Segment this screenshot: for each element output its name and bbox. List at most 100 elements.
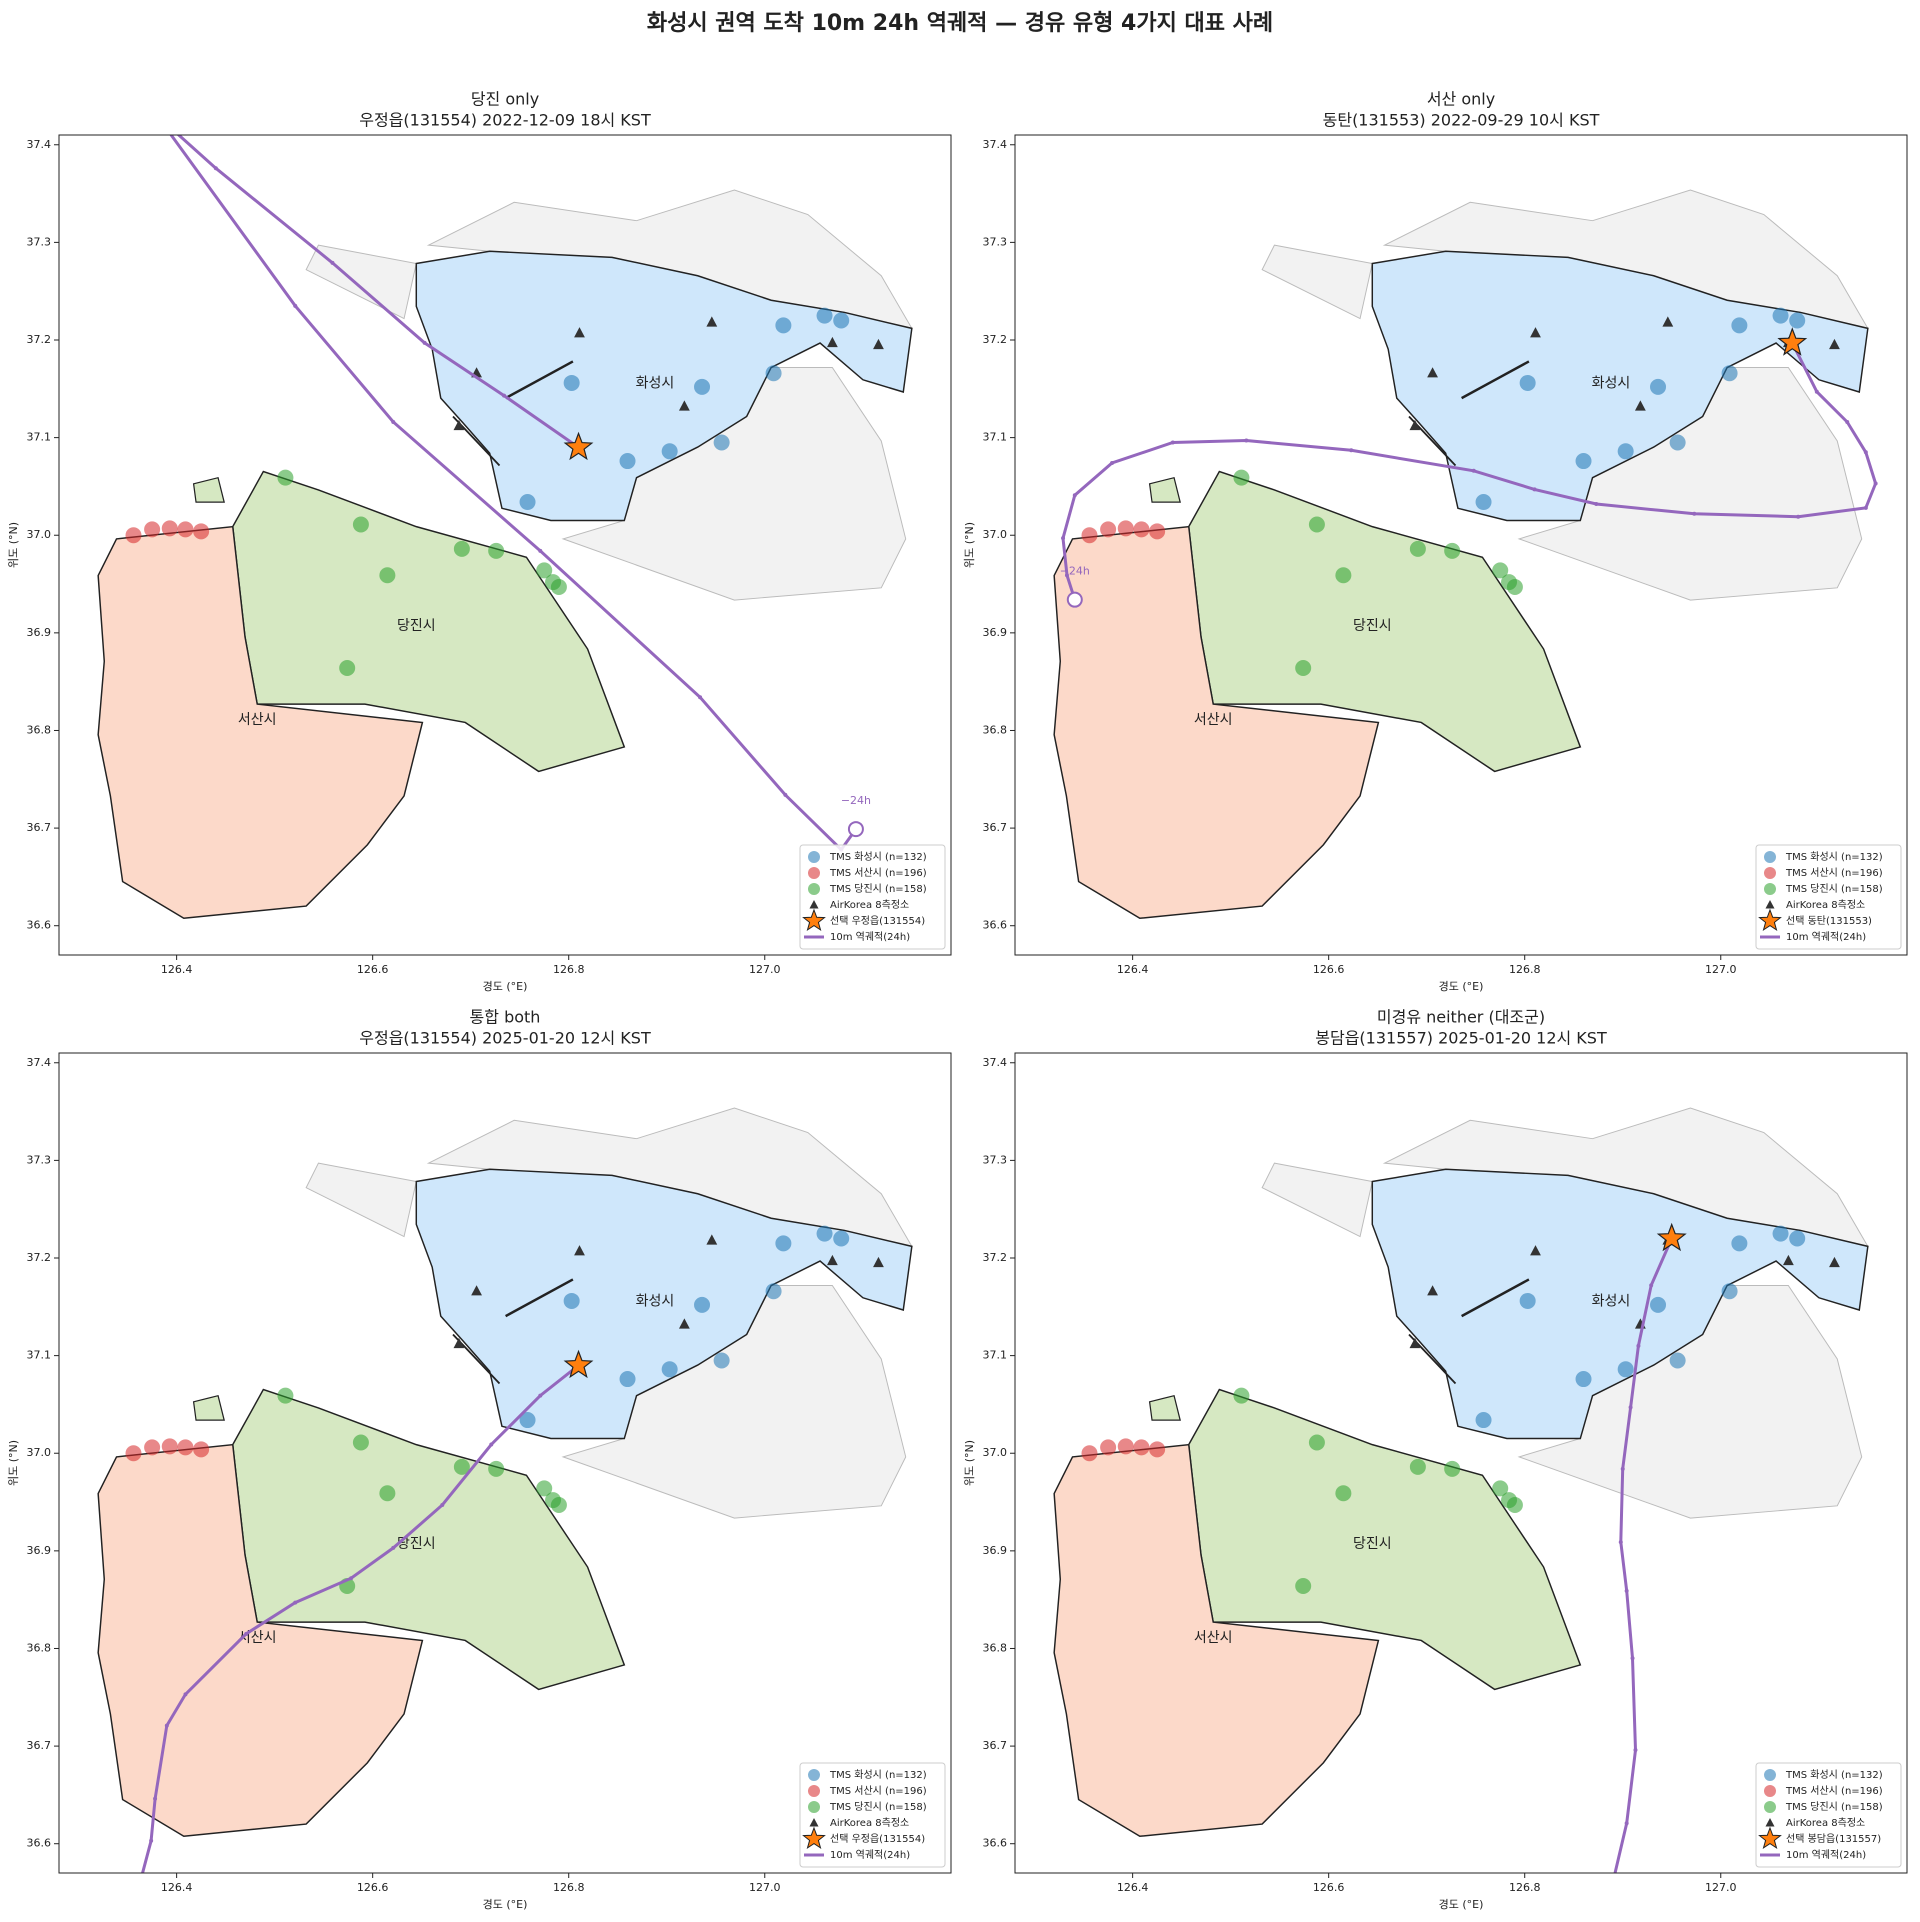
trajectory-point <box>1633 1748 1638 1752</box>
station <box>1519 1292 1536 1309</box>
legend-label: AirKorea 8측정소 <box>830 1817 909 1829</box>
station <box>1117 1438 1134 1455</box>
y-tick-label: 37.2 <box>983 1251 1008 1264</box>
y-tick-label: 37.4 <box>983 138 1008 151</box>
legend-label: AirKorea 8측정소 <box>830 899 909 911</box>
legend-marker <box>808 851 820 863</box>
station <box>1721 365 1738 382</box>
y-tick-label: 36.6 <box>983 1837 1008 1850</box>
station <box>1731 1235 1748 1252</box>
station <box>1295 660 1312 676</box>
airkorea-station <box>1634 400 1646 411</box>
station <box>775 1235 792 1252</box>
station <box>1308 1434 1325 1451</box>
y-tick-label: 37.1 <box>27 1349 52 1362</box>
panel-title: 미경유 neither (대조군) <box>1377 1008 1545 1027</box>
legend-label: 10m 역궤적(24h) <box>1786 1849 1866 1861</box>
axes-frame <box>1014 1052 1908 1874</box>
x-tick-label: 126.6 <box>1313 963 1345 976</box>
station <box>177 521 194 538</box>
legend-label: AirKorea 8측정소 <box>1786 899 1865 911</box>
trajectory-point <box>1061 536 1066 541</box>
station <box>1506 1496 1523 1513</box>
x-tick-label: 126.8 <box>553 963 585 976</box>
legend-label: 선택 우정읍(131554) <box>830 1833 925 1845</box>
station <box>1475 1412 1492 1429</box>
y-tick-label: 36.9 <box>27 626 52 639</box>
panel-title: 서산 only <box>1427 90 1495 109</box>
y-tick-label: 37.2 <box>983 333 1008 346</box>
trajectory-point <box>1594 502 1599 506</box>
legend-label: TMS 서산시 (n=196) <box>829 867 927 879</box>
airkorea-station <box>471 1285 482 1296</box>
station <box>1081 1445 1098 1462</box>
legend-label: TMS 화성시 (n=132) <box>829 1769 927 1781</box>
x-tick-label: 127.0 <box>1705 1881 1737 1894</box>
y-axis-label: 위도 (°N) <box>963 522 976 568</box>
trajectory-point <box>149 1838 154 1843</box>
y-tick-label: 37.3 <box>983 235 1008 248</box>
legend-label: TMS 서산시 (n=196) <box>1785 867 1883 879</box>
trajectory-point <box>330 260 335 265</box>
x-tick-label: 126.4 <box>1117 963 1149 976</box>
y-tick-label: 36.8 <box>983 1641 1008 1654</box>
legend-label: 선택 동탄(131553) <box>1786 915 1872 927</box>
legend-marker <box>802 908 826 932</box>
station <box>519 494 536 511</box>
station <box>1409 540 1426 557</box>
legend: TMS 화성시 (n=132) TMS 서산시 (n=196) TMS 당진시 (n… <box>799 1762 946 1868</box>
base-map <box>1052 188 1870 920</box>
trajectory-point <box>422 340 427 345</box>
legend-box <box>799 1762 946 1868</box>
trajectory-point <box>164 1723 169 1728</box>
station <box>1335 567 1352 584</box>
selected-station <box>563 1349 594 1379</box>
legend-label: TMS 서산시 (n=196) <box>1785 1785 1883 1797</box>
y-tick-label: 37.1 <box>983 1349 1008 1362</box>
x-tick-label: 126.4 <box>161 1881 193 1894</box>
y-tick-label: 36.7 <box>983 821 1008 834</box>
x-tick-label: 126.8 <box>1509 1881 1541 1894</box>
legend: TMS 화성시 (n=132) TMS 서산시 (n=196) TMS 당진시 (n… <box>799 844 946 950</box>
legend-label: TMS 화성시 (n=132) <box>829 851 927 863</box>
trajectory-point <box>1692 511 1697 516</box>
panel-title: 통합 both <box>470 1008 541 1027</box>
station <box>694 378 711 395</box>
station <box>536 562 553 579</box>
trajectory-point <box>1612 1876 1616 1880</box>
y-tick-label: 36.9 <box>27 1544 52 1557</box>
station <box>1789 1230 1806 1247</box>
airkorea-station <box>574 327 585 338</box>
trajectory-point <box>1170 440 1175 445</box>
legend-marker <box>808 1801 820 1813</box>
trajectory-point <box>391 1545 396 1550</box>
airkorea-station <box>1829 1256 1840 1268</box>
legend-marker <box>802 1826 826 1850</box>
y-tick-label: 37.4 <box>983 1056 1008 1069</box>
airkorea-station <box>1829 338 1840 350</box>
station <box>1444 1460 1461 1477</box>
airkorea-station <box>1662 316 1674 327</box>
legend-marker <box>809 900 819 909</box>
station <box>453 540 470 557</box>
station <box>1492 1480 1509 1497</box>
airkorea-station <box>1427 1285 1438 1296</box>
station <box>1575 1371 1592 1388</box>
legend-label: TMS 화성시 (n=132) <box>1785 1769 1883 1781</box>
airkorea-station <box>826 336 838 348</box>
station <box>161 520 178 537</box>
y-axis-label: 위도 (°N) <box>7 1440 20 1486</box>
station <box>1149 523 1166 540</box>
y-tick-label: 36.6 <box>27 919 52 932</box>
y-tick-label: 37.3 <box>983 1153 1008 1166</box>
legend-label: TMS 당진시 (n=158) <box>1785 883 1883 895</box>
x-tick-label: 126.8 <box>553 1881 585 1894</box>
panel-subtitle: 동탄(131553) 2022-09-29 10시 KST <box>1323 111 1600 130</box>
legend-marker <box>1764 1801 1776 1813</box>
